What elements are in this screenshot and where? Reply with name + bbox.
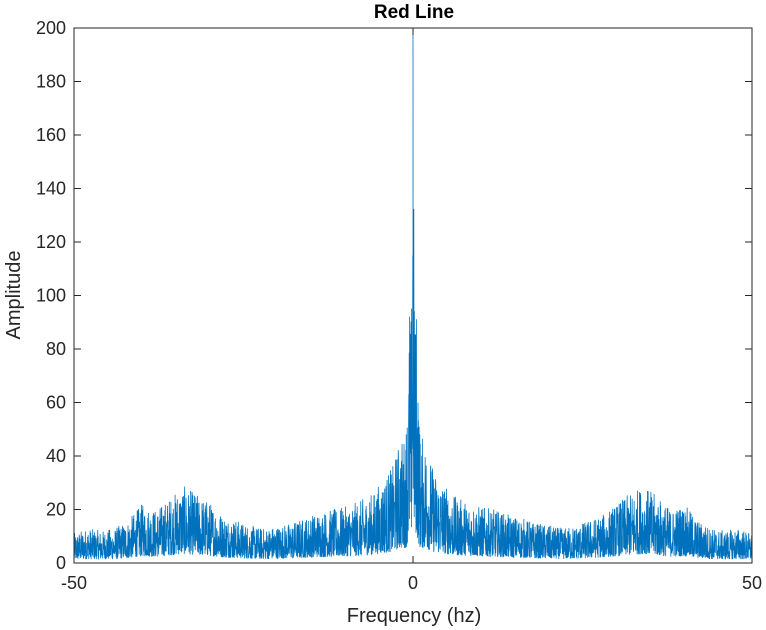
x-tick-label: -50 xyxy=(61,573,87,593)
x-tick-label: 50 xyxy=(742,573,762,593)
y-tick-label: 0 xyxy=(56,553,66,573)
y-tick-label: 120 xyxy=(36,232,66,252)
y-tick-label: 180 xyxy=(36,72,66,92)
chart-title: Red Line xyxy=(374,2,454,23)
y-tick-label: 200 xyxy=(36,18,66,38)
y-tick-label: 20 xyxy=(46,500,66,520)
x-axis-label: Frequency (hz) xyxy=(347,605,482,627)
y-axis-label: Amplitude xyxy=(3,251,25,340)
axes-box xyxy=(73,27,753,564)
y-tick-label: 60 xyxy=(46,393,66,413)
y-tick-label: 160 xyxy=(36,125,66,145)
y-tick-label: 100 xyxy=(36,286,66,306)
plot-area xyxy=(73,27,753,560)
y-tick-label: 80 xyxy=(46,339,66,359)
y-tick-label: 40 xyxy=(46,446,66,466)
y-tick-label: 140 xyxy=(36,179,66,199)
y-axis-ticks: 0 20 40 60 80 100 120 140 160 180 200 xyxy=(36,18,752,573)
series-line xyxy=(73,27,753,560)
x-tick-label: 0 xyxy=(408,573,418,593)
